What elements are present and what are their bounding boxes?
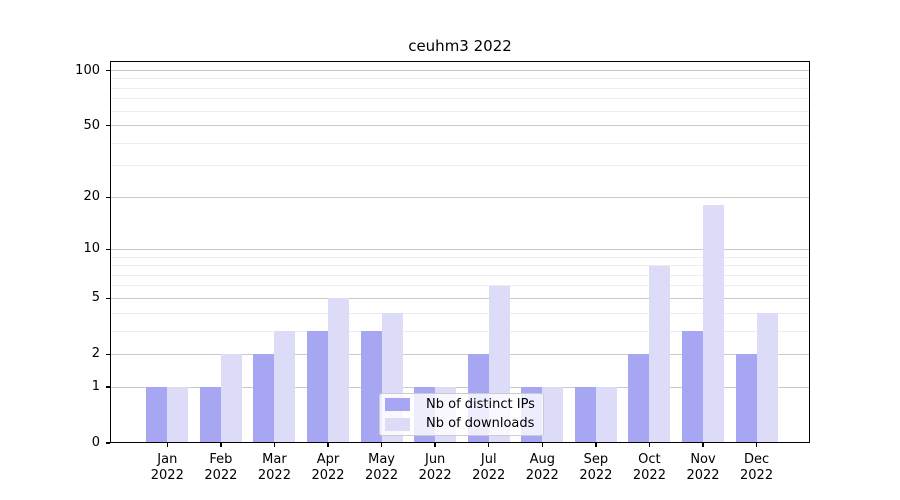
bar-ips xyxy=(574,387,596,443)
gridline-minor xyxy=(110,87,810,89)
y-axis-tick xyxy=(106,297,110,300)
bar-downloads xyxy=(167,387,189,443)
gridline-major xyxy=(110,196,810,198)
gridline-major xyxy=(110,353,810,355)
gridline-minor xyxy=(110,98,810,100)
y-tick-label: 2 xyxy=(91,346,100,362)
bar-ips xyxy=(253,354,275,443)
x-tick-label: Sep 2022 xyxy=(579,452,613,483)
bar-downloads xyxy=(274,331,296,443)
bar-downloads xyxy=(703,205,724,443)
y-tick-label: 0 xyxy=(91,435,100,450)
x-axis-tick xyxy=(702,443,704,447)
bar-ips xyxy=(146,387,168,443)
y-tick-label: 10 xyxy=(83,241,100,257)
legend-swatch-downloads xyxy=(385,417,410,431)
x-tick-label: Jan 2022 xyxy=(150,452,184,483)
gridline-minor xyxy=(110,142,810,144)
bar-ips xyxy=(307,331,328,443)
x-tick-label: Oct 2022 xyxy=(632,452,666,483)
x-axis-tick xyxy=(755,443,758,447)
y-tick-label: 5 xyxy=(91,290,100,306)
x-tick-label: Nov 2022 xyxy=(686,452,720,483)
x-tick-label: Jul 2022 xyxy=(472,452,506,483)
x-tick-label: Mar 2022 xyxy=(257,452,291,483)
x-axis-tick xyxy=(380,443,383,447)
x-tick-label: Feb 2022 xyxy=(204,452,238,483)
gridline-minor xyxy=(110,110,810,112)
y-axis-tick xyxy=(106,124,110,127)
y-tick-label: 20 xyxy=(83,189,100,205)
gridline-major xyxy=(110,70,810,71)
y-tick-label: 1 xyxy=(91,379,100,395)
chart-title: ceuhm3 2022 xyxy=(408,37,512,55)
gridline-minor xyxy=(110,256,810,258)
gridline-minor xyxy=(110,330,810,332)
gridline-minor xyxy=(110,165,810,167)
x-axis-tick xyxy=(595,443,597,447)
x-tick-label: Dec 2022 xyxy=(740,452,774,483)
legend-label-distinct-ips: Nb of distinct IPs xyxy=(426,396,535,412)
x-tick-label: Jun 2022 xyxy=(418,452,452,483)
gridline-minor xyxy=(110,274,810,276)
bar-ips xyxy=(199,387,221,443)
legend-swatch-distinct-ips xyxy=(385,398,410,412)
x-axis-tick xyxy=(541,443,544,447)
bar-downloads xyxy=(220,354,242,443)
y-axis-tick xyxy=(106,442,110,444)
legend: Nb of distinct IPs Nb of downloads xyxy=(379,393,544,436)
y-axis-tick xyxy=(106,196,110,199)
x-axis-tick xyxy=(220,443,222,447)
bar-ips xyxy=(628,354,650,443)
legend-item-downloads: Nb of downloads xyxy=(385,415,543,434)
y-tick-label: 100 xyxy=(75,62,100,78)
gridline-major xyxy=(110,248,810,250)
x-axis-tick xyxy=(648,443,651,447)
bar-downloads xyxy=(595,387,617,443)
bar-ips xyxy=(360,331,382,443)
x-axis-tick xyxy=(273,443,276,447)
legend-label-downloads: Nb of downloads xyxy=(426,416,535,432)
y-axis-tick xyxy=(106,248,110,251)
x-axis-tick xyxy=(487,443,490,447)
y-axis-tick xyxy=(106,353,110,356)
bar-downloads xyxy=(649,265,671,443)
gridline-major xyxy=(110,386,810,388)
gridline-minor xyxy=(110,265,810,267)
x-tick-label: Aug 2022 xyxy=(525,452,559,483)
y-axis-tick xyxy=(106,69,110,72)
gridline-major xyxy=(110,125,810,127)
gridline-major xyxy=(110,297,810,299)
gridline-minor xyxy=(110,285,810,287)
x-axis-tick xyxy=(327,443,329,447)
x-axis-tick xyxy=(434,443,436,447)
legend-item-distinct-ips: Nb of distinct IPs xyxy=(385,395,543,414)
gridline-minor xyxy=(110,312,810,314)
gridline-minor xyxy=(110,78,810,80)
x-tick-label: May 2022 xyxy=(365,452,399,483)
x-axis-tick xyxy=(166,443,169,447)
bar-downloads xyxy=(328,298,349,443)
y-axis-tick xyxy=(106,386,110,388)
y-tick-label: 50 xyxy=(83,117,100,133)
bar-downloads xyxy=(756,313,778,443)
x-tick-label: Apr 2022 xyxy=(311,452,345,483)
bar-ips xyxy=(682,331,703,443)
bar-downloads xyxy=(542,387,564,443)
bar-ips xyxy=(735,354,757,443)
